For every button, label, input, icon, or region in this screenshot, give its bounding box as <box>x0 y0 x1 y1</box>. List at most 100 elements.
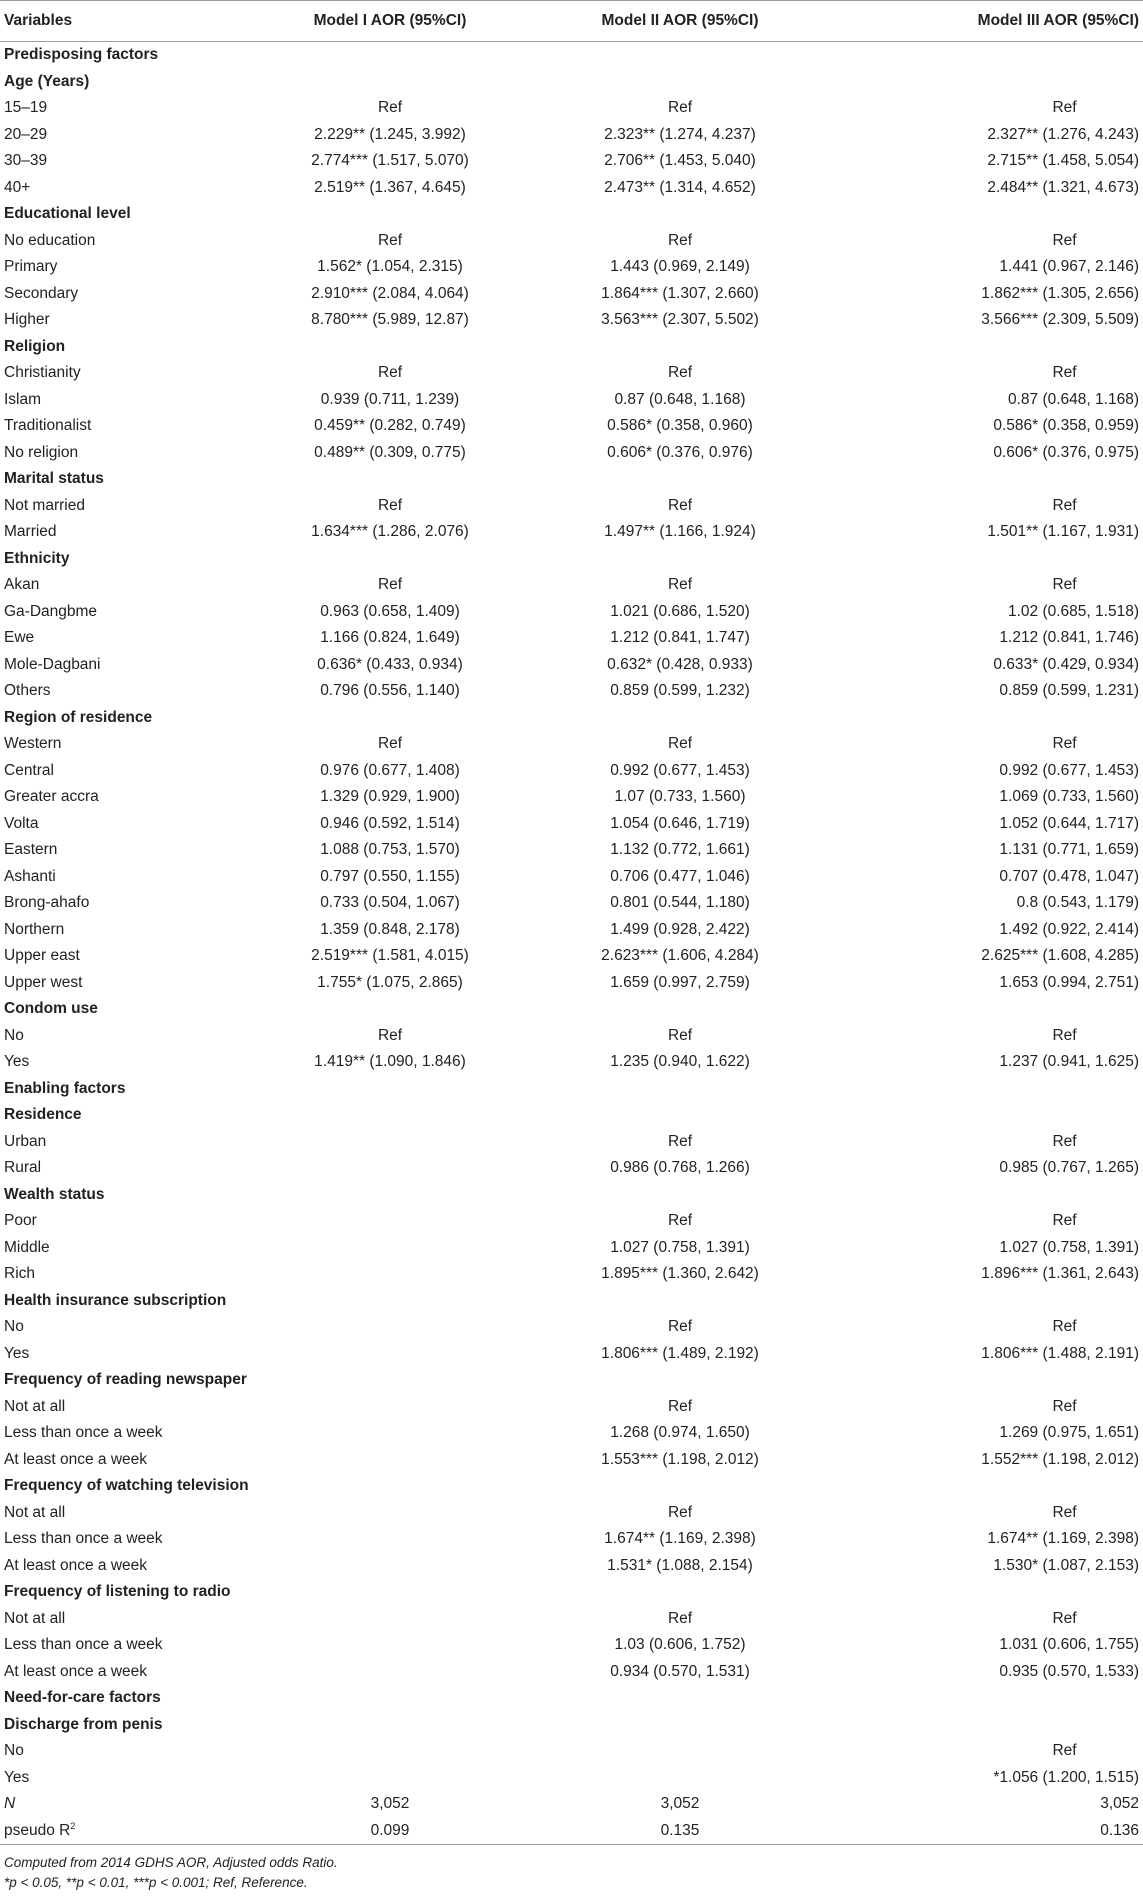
section-label: Frequency of watching television <box>0 1473 260 1500</box>
model-3-cell <box>840 1076 1143 1103</box>
model-2-cell: Ref <box>667 1503 693 1521</box>
table-row: Married 1.634*** (1.286, 2.076) 1.497** (1… <box>0 519 1143 546</box>
table-row: Urban Ref Ref <box>0 1129 1143 1156</box>
model-3-cell: 0.992 (0.677, 1.453) <box>999 761 1139 779</box>
model-1-cell <box>260 1473 520 1500</box>
model-3-cell <box>840 1579 1143 1606</box>
row-label: Ga-Dangbme <box>0 599 260 626</box>
row-label: Volta <box>0 811 260 838</box>
model-1-cell <box>260 1235 520 1262</box>
section-label: Health insurance subscription <box>0 1288 260 1315</box>
row-label: Eastern <box>0 837 260 864</box>
table-row: Poor Ref Ref <box>0 1208 1143 1235</box>
superscript-2: 2 <box>70 1820 76 1831</box>
model-1-cell <box>260 546 520 573</box>
model-2-cell: Ref <box>667 1397 693 1415</box>
model-2-cell: 1.674** (1.169, 2.398) <box>604 1530 756 1547</box>
table-row: No Ref Ref <box>0 1314 1143 1341</box>
row-label-text: Frequency of watching television <box>4 1477 249 1494</box>
row-label-text: Upper west <box>4 973 83 991</box>
table-row: Higher 8.780*** (5.989, 12.87) 3.563*** (2… <box>0 307 1143 334</box>
model-1-cell: 0.796 (0.556, 1.140) <box>320 682 460 699</box>
model-3-cell: *1.056 (1.200, 1.515) <box>993 1768 1139 1786</box>
model-2-cell <box>520 1367 840 1394</box>
row-label-text: Middle <box>4 1238 50 1256</box>
model-2-cell: 1.895*** (1.360, 2.642) <box>601 1265 759 1282</box>
row-label-text: Secondary <box>4 284 79 302</box>
row-label-text: Less than once a week <box>4 1636 163 1653</box>
table-header-row: Variables Model I AOR (95%CI) Model II A… <box>0 0 1143 42</box>
table-row: Middle 1.027 (0.758, 1.391) 1.027 (0.758, … <box>0 1235 1143 1262</box>
model-3-cell: Ref <box>1052 99 1077 116</box>
model-3-cell: Ref <box>1052 1132 1077 1150</box>
row-label: Less than once a week <box>0 1420 260 1447</box>
model-2-cell: 1.497** (1.166, 1.924) <box>604 523 756 540</box>
row-label-text: 30–39 <box>4 152 48 169</box>
row-label-text: Rural <box>4 1159 42 1176</box>
row-label-text: Eastern <box>4 841 58 858</box>
model-2-cell: 1.07 (0.733, 1.560) <box>614 788 746 805</box>
model-3-cell: Ref <box>1052 1318 1077 1335</box>
row-label: 30–39 <box>0 148 260 175</box>
table-row: N 3,052 3,052 3,052 <box>0 1791 1143 1818</box>
model-1-cell <box>260 1553 520 1580</box>
table-row: Not at all Ref Ref <box>0 1606 1143 1633</box>
model-3-cell: 1.031 (0.606, 1.755) <box>999 1636 1139 1653</box>
row-label-text: Traditionalist <box>4 417 92 434</box>
row-label-text: Need-for-care factors <box>4 1689 161 1706</box>
section-header-row: Need-for-care factors <box>0 1685 1143 1712</box>
model-1-cell: 2.774*** (1.517, 5.070) <box>311 152 469 169</box>
row-label: Yes <box>0 1341 260 1368</box>
row-label-text: Poor <box>4 1212 37 1229</box>
row-label: Christianity <box>0 360 260 387</box>
model-2-cell: Ref <box>667 99 693 116</box>
model-1-cell: 1.088 (0.753, 1.570) <box>320 841 460 858</box>
model-2-cell: 1.021 (0.686, 1.520) <box>610 602 750 620</box>
model-2-cell <box>520 1102 840 1129</box>
table-row: Less than once a week 1.268 (0.974, 1.650… <box>0 1420 1143 1447</box>
section-header-row: Region of residence <box>0 705 1143 732</box>
section-header-row: Predisposing factors <box>0 42 1143 69</box>
row-label: 40+ <box>0 175 260 202</box>
row-label: Married <box>0 519 260 546</box>
table-row: Rich 1.895*** (1.360, 2.642) 1.896*** (1.3… <box>0 1261 1143 1288</box>
model-2-cell: 2.623*** (1.606, 4.284) <box>601 947 759 964</box>
model-3-cell: Ref <box>1052 1742 1077 1759</box>
row-label-text: Frequency of listening to radio <box>4 1583 231 1600</box>
table-footnotes: Computed from 2014 GDHS AOR, Adjusted od… <box>0 1845 1143 1893</box>
model-3-cell: 1.552*** (1.198, 2.012) <box>981 1450 1139 1468</box>
row-label: Rural <box>0 1155 260 1182</box>
row-label: Middle <box>0 1235 260 1262</box>
model-3-cell <box>840 1473 1143 1500</box>
section-label: Residence <box>0 1102 260 1129</box>
table-row: Brong-ahafo 0.733 (0.504, 1.067) 0.801 (0.… <box>0 890 1143 917</box>
section-header-row: Wealth status <box>0 1182 1143 1209</box>
model-2-cell: Ref <box>667 1132 693 1150</box>
model-3-cell: 1.806*** (1.488, 2.191) <box>981 1344 1139 1362</box>
model-2-cell: 2.473** (1.314, 4.652) <box>604 178 756 196</box>
model-1-cell <box>260 1341 520 1368</box>
row-label-text: Christianity <box>4 364 81 381</box>
row-label: Primary <box>0 254 260 281</box>
model-3-cell: 0.136 <box>840 1817 1143 1845</box>
model-1-cell <box>260 1129 520 1156</box>
model-3-cell: Ref <box>1052 496 1077 514</box>
model-1-cell: 0.636* (0.433, 0.934) <box>317 655 463 673</box>
section-header-row: Condom use <box>0 996 1143 1023</box>
row-label-text: At least once a week <box>4 1556 148 1574</box>
row-label: Brong-ahafo <box>0 890 260 917</box>
model-2-cell: 1.806*** (1.489, 2.192) <box>601 1344 759 1362</box>
row-label-text: Region of residence <box>4 708 153 726</box>
model-3-cell: Ref <box>1052 1397 1077 1415</box>
model-3-cell: 0.935 (0.570, 1.533) <box>999 1662 1139 1680</box>
model-2-cell: Ref <box>667 231 693 249</box>
model-1-cell: 0.946 (0.592, 1.514) <box>320 814 460 832</box>
row-label-text: Frequency of reading newspaper <box>4 1371 247 1388</box>
model-2-cell: 3.563*** (2.307, 5.502) <box>601 311 759 328</box>
table-row: At least once a week 1.553*** (1.198, 2.0… <box>0 1447 1143 1474</box>
model-1-cell <box>260 1155 520 1182</box>
row-label: No religion <box>0 440 260 467</box>
model-2-cell: Ref <box>667 496 693 514</box>
model-1-cell <box>260 1685 520 1712</box>
